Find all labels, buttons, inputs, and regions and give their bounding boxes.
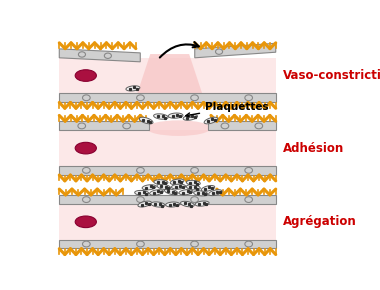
Bar	[59, 240, 276, 249]
Ellipse shape	[75, 142, 97, 154]
Text: Adhésion: Adhésion	[283, 142, 344, 155]
Bar	[59, 204, 276, 240]
Ellipse shape	[180, 201, 194, 207]
Ellipse shape	[194, 191, 207, 196]
Bar	[59, 130, 276, 166]
Ellipse shape	[135, 191, 149, 195]
Ellipse shape	[166, 202, 180, 207]
Ellipse shape	[186, 185, 200, 190]
Ellipse shape	[142, 185, 156, 190]
Ellipse shape	[150, 190, 163, 195]
Ellipse shape	[204, 117, 218, 124]
Bar	[59, 195, 276, 204]
Bar	[208, 122, 276, 130]
Text: Agrégation: Agrégation	[283, 215, 357, 228]
Text: Plaquettes: Plaquettes	[186, 102, 269, 117]
Ellipse shape	[139, 117, 153, 124]
Polygon shape	[195, 43, 276, 58]
Ellipse shape	[165, 189, 178, 195]
Ellipse shape	[179, 190, 193, 195]
Bar	[59, 122, 149, 130]
Polygon shape	[137, 54, 202, 93]
Ellipse shape	[154, 180, 168, 185]
Ellipse shape	[168, 113, 183, 118]
Ellipse shape	[146, 120, 211, 136]
Ellipse shape	[171, 184, 185, 189]
Ellipse shape	[183, 115, 198, 120]
Ellipse shape	[138, 201, 151, 207]
Bar	[59, 58, 276, 93]
Text: Vaso-constriction: Vaso-constriction	[283, 69, 380, 82]
Bar	[59, 166, 276, 175]
Bar	[59, 93, 276, 102]
Ellipse shape	[170, 179, 184, 184]
Ellipse shape	[126, 86, 140, 91]
Ellipse shape	[151, 202, 165, 207]
Ellipse shape	[201, 186, 215, 191]
Ellipse shape	[195, 201, 209, 206]
Ellipse shape	[75, 70, 97, 81]
Ellipse shape	[157, 184, 171, 190]
Ellipse shape	[75, 216, 97, 228]
Polygon shape	[59, 49, 140, 62]
Ellipse shape	[154, 114, 168, 119]
Ellipse shape	[209, 190, 222, 196]
Ellipse shape	[186, 180, 200, 185]
